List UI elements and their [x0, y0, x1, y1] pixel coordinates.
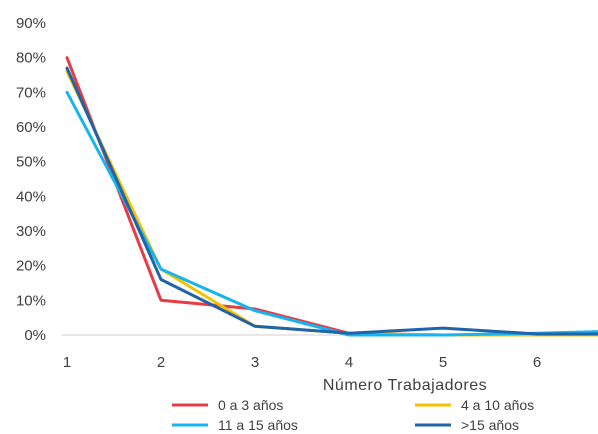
x-tick-label: 3: [251, 354, 259, 371]
x-tick-label: 2: [157, 354, 165, 371]
x-tick-label: 6: [533, 354, 541, 371]
y-tick-label: 90%: [16, 15, 46, 32]
legend-label: 0 a 3 años: [218, 397, 283, 413]
series-line-1: [65, 56, 598, 337]
y-tick-label: 60%: [16, 119, 46, 136]
y-tick-label: 0%: [24, 327, 46, 344]
y-tick-label: 20%: [16, 258, 46, 275]
x-tick-label: 1: [63, 354, 71, 371]
x-tick-label: 5: [439, 354, 447, 371]
series-line-4: [65, 66, 598, 336]
x-axis-tick-labels: 1 2 3 4 5 6: [63, 354, 541, 371]
y-tick-label: 10%: [16, 292, 46, 309]
x-axis-title: Número Trabajadores: [323, 377, 487, 394]
y-tick-label: 70%: [16, 84, 46, 101]
x-tick-label: 4: [345, 354, 353, 371]
series-line-2: [65, 70, 598, 337]
y-tick-label: 30%: [16, 223, 46, 240]
y-tick-label: 50%: [16, 154, 46, 171]
legend-label: >15 años: [461, 417, 519, 433]
y-axis-tick-labels: 0% 10% 20% 30% 40% 50% 60% 70% 80% 90%: [16, 15, 46, 344]
legend-label: 4 a 10 años: [461, 397, 534, 413]
legend-label: 11 a 15 años: [218, 417, 298, 433]
y-tick-label: 40%: [16, 188, 46, 205]
legend: 0 a 3 años 4 a 10 años 11 a 15 años >15 año…: [172, 397, 534, 433]
series-lines: [65, 56, 598, 337]
y-tick-label: 80%: [16, 50, 46, 67]
series-line-3: [65, 90, 598, 337]
